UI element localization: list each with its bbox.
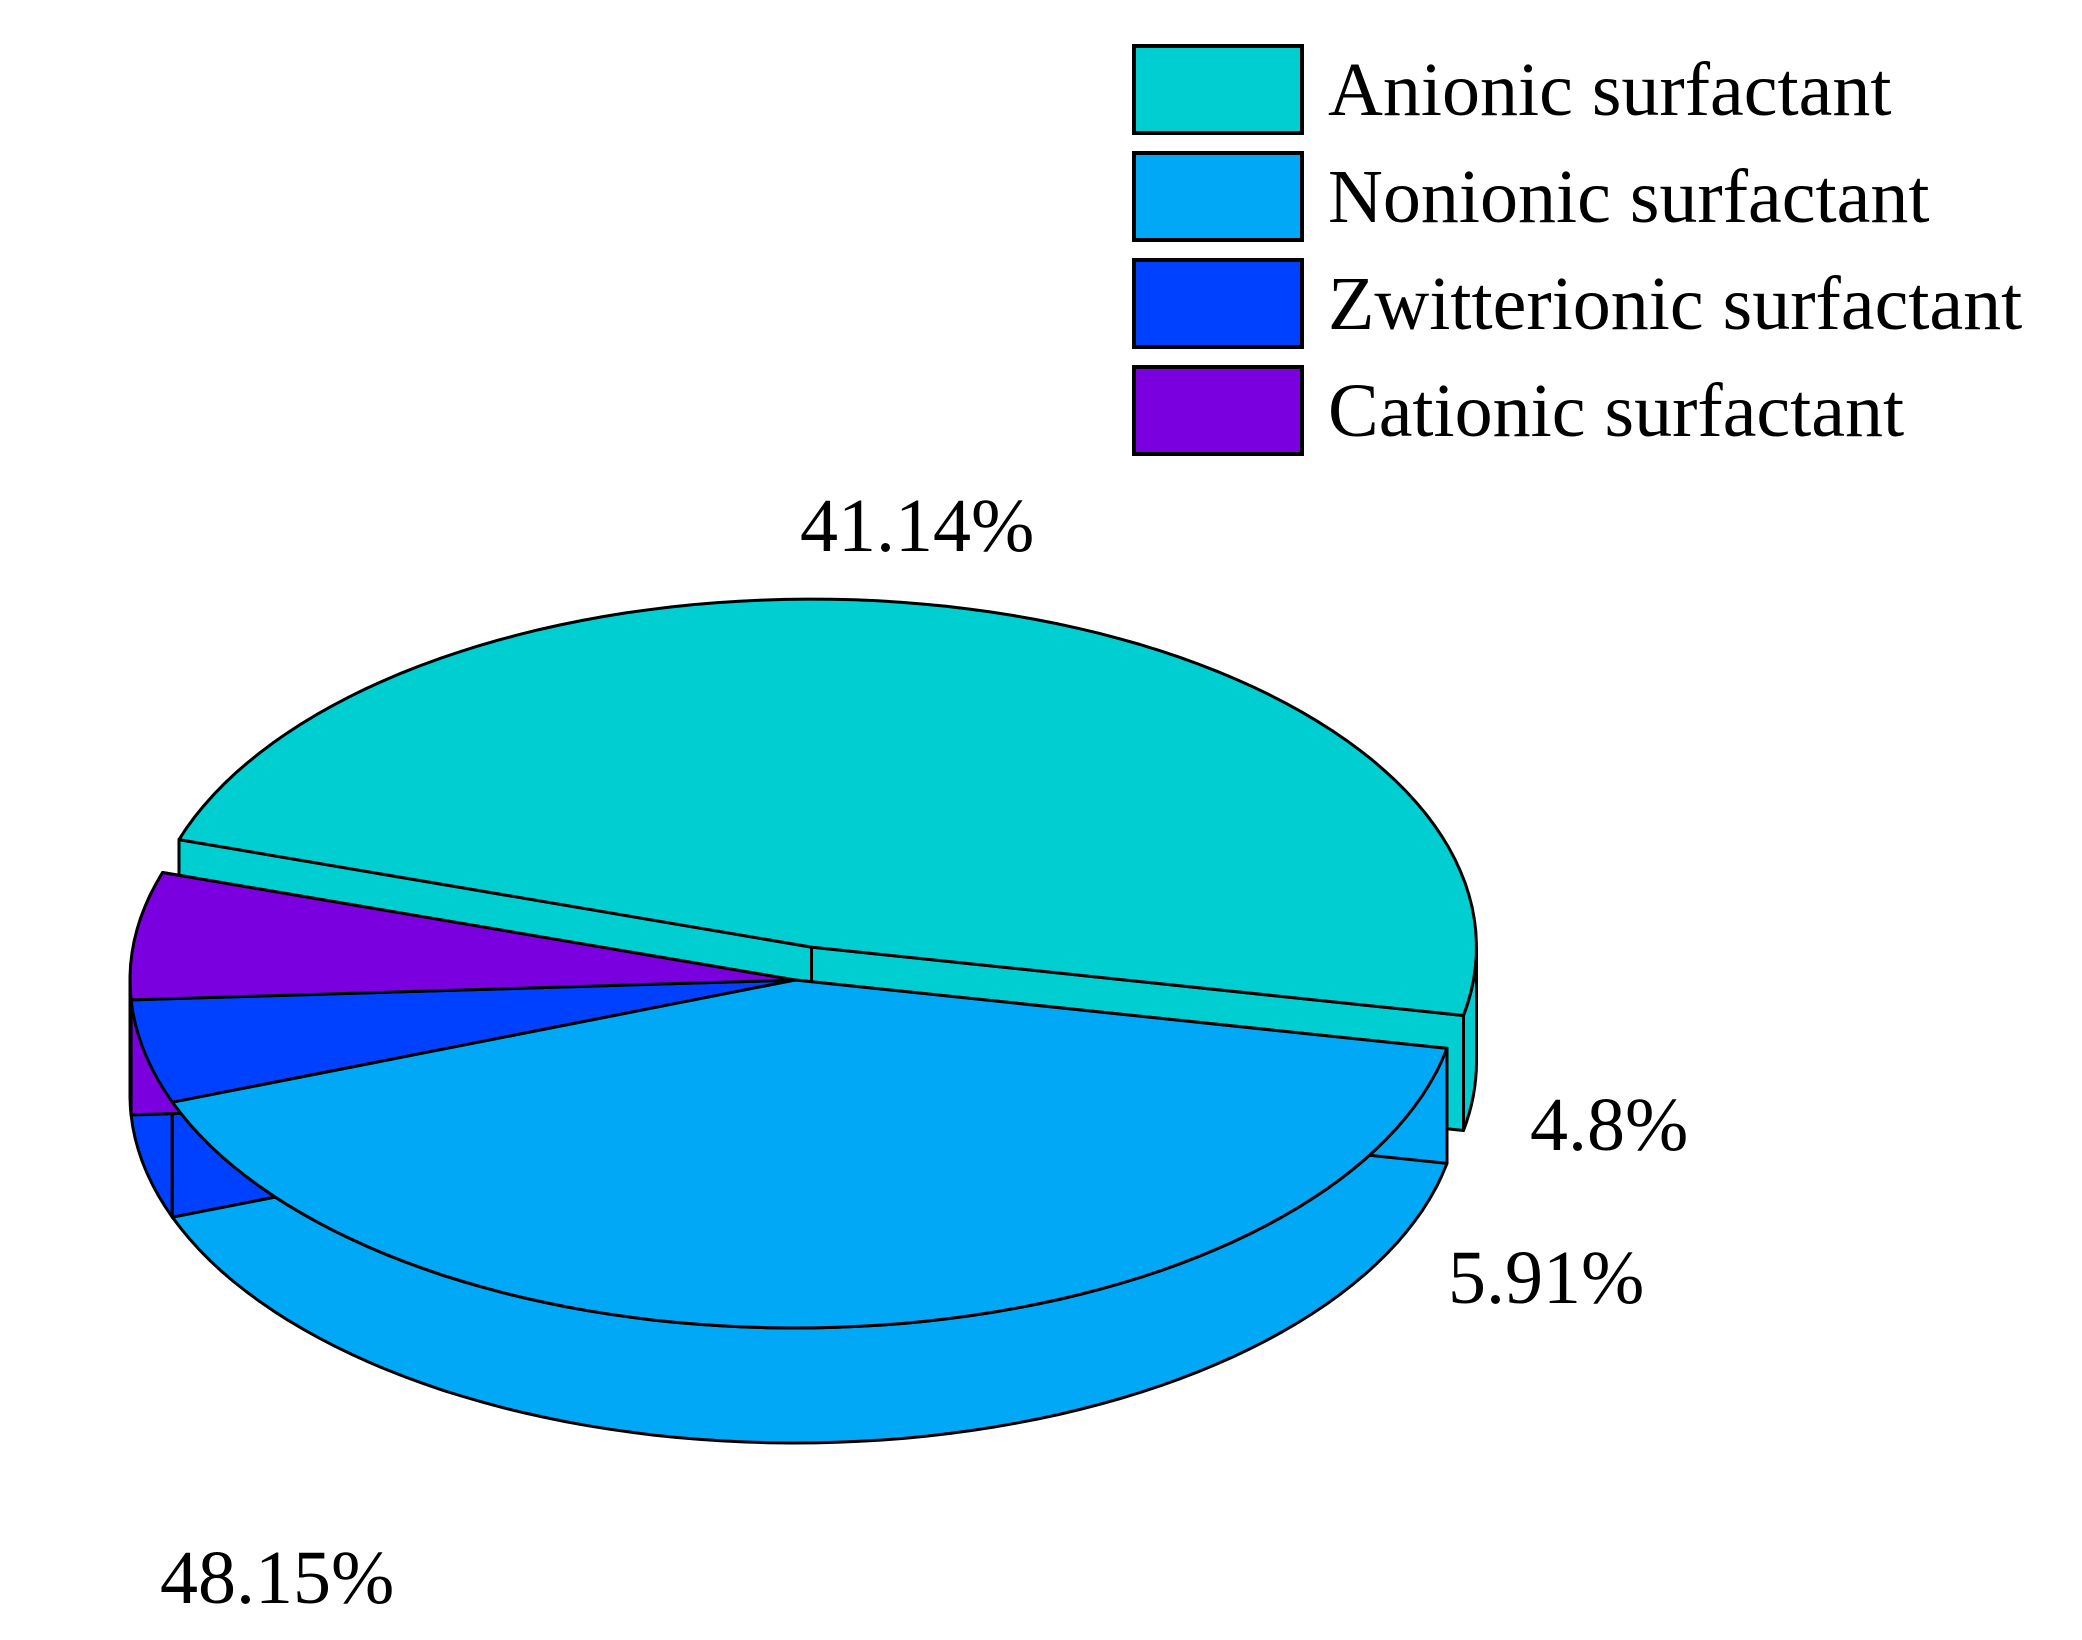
legend-swatch-nonionic — [1132, 151, 1304, 242]
pie-slice-zwitterionic — [129, 978, 797, 1104]
legend-label-anionic: Anionic surfactant — [1328, 47, 1892, 132]
legend-swatch-zwitterionic — [1132, 258, 1304, 349]
legend-item-nonionic: Nonionic surfactant — [1132, 143, 2022, 250]
pie-slice-cationic — [128, 871, 797, 1002]
pie-top-faces — [128, 597, 1478, 1330]
data-label-cationic: 5.91% — [1448, 1236, 1645, 1320]
pie-slices-group — [128, 597, 1478, 1445]
legend-swatch-cationic — [1132, 365, 1304, 456]
data-label-zwitterionic: 4.8% — [1530, 1083, 1689, 1167]
legend-label-nonionic: Nonionic surfactant — [1328, 154, 1930, 239]
legend-item-anionic: Anionic surfactant — [1132, 36, 2022, 143]
legend-item-cationic: Cationic surfactant — [1132, 357, 2022, 464]
pie-slice-anionic — [177, 597, 1478, 1017]
legend-swatch-anionic — [1132, 44, 1304, 135]
legend-label-zwitterionic: Zwitterionic surfactant — [1328, 261, 2023, 346]
data-label-anionic: 48.15% — [160, 1536, 395, 1620]
pie-slice-nonionic — [170, 978, 1449, 1330]
chart-legend: Anionic surfactant Nonionic surfactant Z… — [1132, 36, 2022, 464]
data-label-nonionic: 41.14% — [800, 484, 1035, 568]
legend-label-cationic: Cationic surfactant — [1328, 368, 1905, 453]
legend-item-zwitterionic: Zwitterionic surfactant — [1132, 250, 2022, 357]
